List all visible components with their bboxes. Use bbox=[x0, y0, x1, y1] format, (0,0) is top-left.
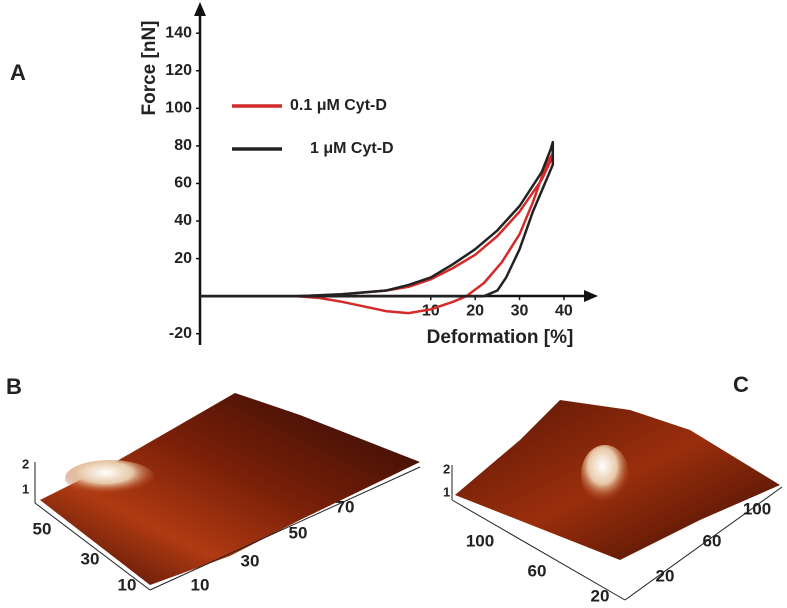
x-arrow bbox=[584, 290, 598, 302]
surface-tick-label: 50 bbox=[289, 523, 308, 542]
surface-tick-label: 10 bbox=[118, 575, 137, 594]
y-tick-label: 120 bbox=[165, 62, 192, 79]
axis bbox=[451, 499, 626, 601]
surface-tick-label: 20 bbox=[591, 586, 610, 605]
panel-label: B bbox=[6, 374, 22, 399]
panel-label: C bbox=[733, 372, 749, 397]
surface-peak bbox=[65, 460, 155, 496]
y-tick-label: -20 bbox=[169, 325, 192, 342]
surface-tick-label: 1 bbox=[443, 484, 450, 499]
surface-peak bbox=[581, 445, 629, 505]
y-tick-label: 140 bbox=[165, 24, 192, 41]
axis bbox=[34, 502, 151, 591]
x-axis-label: Deformation [%] bbox=[427, 327, 574, 348]
surface-tick-label: 30 bbox=[81, 549, 100, 568]
y-axis-label: Force [nN] bbox=[139, 21, 160, 116]
y-tick-label: 40 bbox=[174, 212, 192, 229]
surface-tick-label: 60 bbox=[703, 531, 722, 550]
surface-tick-label: 1 bbox=[22, 481, 29, 496]
legend-label: 0.1 μM Cyt-D bbox=[290, 97, 387, 114]
x-tick-label: 30 bbox=[511, 302, 529, 319]
axis bbox=[149, 466, 421, 591]
surface-tick-label: 100 bbox=[743, 499, 771, 518]
data-line bbox=[200, 152, 555, 315]
axis bbox=[624, 486, 783, 601]
surface-tick-label: 50 bbox=[33, 519, 52, 538]
surface-tick-label: 70 bbox=[336, 497, 355, 516]
y-tick-label: 80 bbox=[174, 137, 192, 154]
panel-label: A bbox=[10, 60, 26, 85]
y-arrow bbox=[194, 2, 206, 16]
legend-label: 1 μM Cyt-D bbox=[310, 140, 394, 157]
data-line bbox=[200, 140, 555, 298]
surface-tick-label: 10 bbox=[191, 575, 210, 594]
surface-tick-label: 60 bbox=[528, 561, 547, 580]
surface bbox=[40, 393, 420, 585]
surface-tick-label: 2 bbox=[443, 461, 450, 476]
surface-tick-label: 2 bbox=[22, 456, 29, 471]
surface-tick-label: 100 bbox=[466, 531, 494, 550]
y-tick-label: 20 bbox=[174, 250, 192, 267]
surface-tick-label: 20 bbox=[656, 566, 675, 585]
x-tick-label: 20 bbox=[466, 302, 484, 319]
x-tick-label: 40 bbox=[555, 302, 573, 319]
y-tick-label: 60 bbox=[174, 175, 192, 192]
surface-tick-label: 30 bbox=[241, 551, 260, 570]
y-tick-label: 100 bbox=[165, 100, 192, 117]
